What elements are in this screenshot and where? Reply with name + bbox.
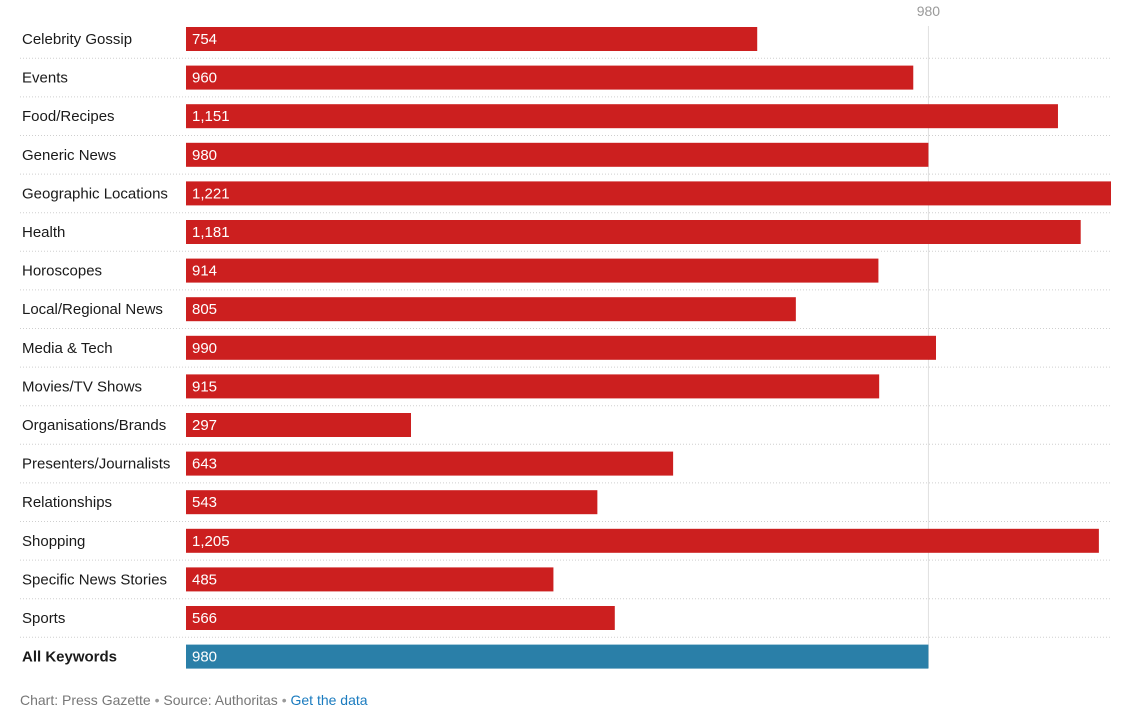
bar: [186, 104, 1058, 129]
bar: [186, 220, 1081, 244]
chart-credit: Chart: Press Gazette: [20, 692, 151, 708]
chart-footer: Chart: Press Gazette • Source: Authorita…: [20, 692, 368, 708]
category-label: Health: [22, 224, 65, 241]
bar-value-label: 1,205: [192, 533, 230, 550]
category-label: Food/Recipes: [22, 108, 115, 125]
bar-value-label: 914: [192, 263, 217, 280]
category-label: Geographic Locations: [22, 185, 168, 202]
bar-value-label: 566: [192, 610, 217, 627]
highlight-bar: [186, 644, 929, 669]
bar: [186, 567, 554, 592]
bar: [186, 606, 615, 630]
bar-value-label: 960: [192, 70, 217, 87]
bar-value-label: 1,221: [192, 185, 230, 202]
bar: [186, 142, 929, 167]
category-label: Presenters/Journalists: [22, 456, 170, 473]
bar-value-label: 754: [192, 31, 217, 48]
bar: [186, 528, 1099, 553]
bar-value-label: 1,181: [192, 224, 230, 241]
chart-source: Source: Authoritas: [163, 692, 278, 708]
category-label: Shopping: [22, 533, 85, 550]
category-label: Local/Regional News: [22, 301, 163, 318]
bar-value-label: 805: [192, 301, 217, 318]
category-label: Sports: [22, 610, 65, 627]
bar: [186, 335, 936, 360]
bar: [186, 297, 796, 322]
bar-value-label: 643: [192, 456, 217, 473]
bar: [186, 181, 1111, 206]
bar: [186, 27, 758, 51]
bar-value-label: 297: [192, 417, 217, 434]
category-label: Events: [22, 70, 68, 87]
bar-value-label: 543: [192, 494, 217, 511]
bar: [186, 451, 674, 476]
bar-value-label: 990: [192, 340, 217, 357]
bar: [186, 65, 914, 90]
category-label: Celebrity Gossip: [22, 31, 132, 48]
bar-value-label: 980: [192, 147, 217, 164]
category-label: Relationships: [22, 494, 112, 511]
category-label: All Keywords: [22, 649, 117, 666]
bar-value-label: 915: [192, 378, 217, 395]
get-the-data-link[interactable]: Get the data: [290, 692, 368, 708]
category-label: Horoscopes: [22, 263, 102, 280]
bar-chart: 980 Celebrity Gossip 754 Events 960 Food/Reci…: [20, 3, 1111, 669]
footer-separator: •: [281, 692, 287, 708]
category-label: Generic News: [22, 147, 116, 164]
bar-value-label: 1,151: [192, 108, 230, 125]
category-label: Movies/TV Shows: [22, 378, 142, 395]
category-label: Media & Tech: [22, 340, 113, 357]
bar: [186, 490, 598, 515]
bar: [186, 258, 879, 283]
bar-value-label: 485: [192, 571, 217, 588]
reference-line-label: 980: [917, 3, 941, 19]
footer-separator: •: [154, 692, 160, 708]
category-label: Organisations/Brands: [22, 417, 166, 434]
bar: [186, 413, 411, 437]
bar-value-label: 980: [192, 649, 217, 666]
bar: [186, 374, 880, 399]
category-label: Specific News Stories: [22, 571, 167, 588]
